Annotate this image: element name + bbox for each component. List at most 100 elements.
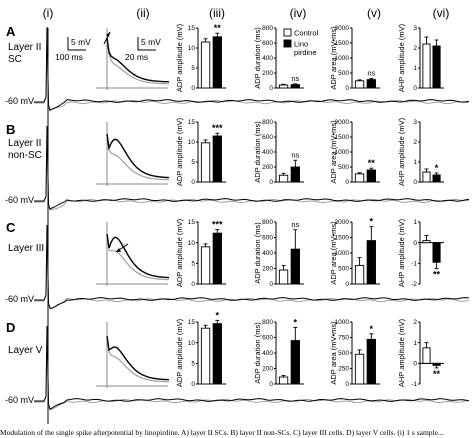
drug-trace-zoom [106, 133, 170, 179]
significance-marker: * [216, 310, 220, 320]
y-tick-label: 200 [262, 164, 273, 171]
control-trace-zoom [106, 37, 169, 85]
drug-trace-zoom [106, 335, 170, 381]
bar [366, 240, 376, 285]
baseline-label: -60 mV [5, 96, 34, 106]
significance-marker: ns [291, 150, 299, 159]
significance-marker: * [435, 163, 439, 173]
bar [422, 43, 431, 89]
bar [200, 327, 211, 385]
y-tick-label: 10 [188, 139, 196, 146]
scale-voltage-ii: 5 mV [141, 37, 161, 47]
y-tick-label: 400 [262, 250, 273, 257]
y-axis-label: ADP amplitude (mV) [175, 218, 184, 287]
bar-chart: 0 5 10 15 ADP amplitude (mV) *** [175, 218, 226, 288]
y-tick-label: 0 [345, 179, 349, 186]
y-tick-label: 2000 [335, 25, 350, 32]
y-tick-label: 500 [338, 164, 349, 171]
row-label: B [6, 122, 15, 137]
bar [422, 240, 431, 244]
significance-marker: ns [291, 220, 299, 229]
y-tick-label: 400 [262, 350, 273, 357]
significance-marker: * [370, 324, 374, 334]
bar [366, 338, 376, 385]
y-axis-label: ADP duration (ms) [253, 27, 262, 89]
bar-chart: 0 5 10 15 ADP amplitude (mV) *** [175, 117, 226, 186]
bar [278, 84, 289, 89]
y-tick-label: 750 [338, 335, 349, 342]
layer-label: Layer V [8, 345, 43, 356]
y-tick-label: 5 [191, 65, 195, 72]
row-label: D [6, 320, 15, 335]
y-tick-label: 600 [262, 335, 273, 342]
y-tick-label: -1 [411, 381, 417, 388]
y-tick-label: 1000 [335, 55, 350, 62]
y-tick-label: 0 [413, 361, 417, 368]
bar [212, 36, 222, 89]
layer-label: Layer II [8, 138, 41, 149]
bar-chart: 0 5 10 15 ADP amplitude (mV) * [175, 310, 226, 388]
legend-drug-label: Lino [294, 40, 308, 49]
column-headers: (i) (ii) (iii) (iv) (v) (vi) [43, 6, 450, 20]
y-tick-label: 0 [191, 281, 195, 288]
y-tick-label: 15 [188, 319, 196, 326]
drug-trace-long [34, 26, 470, 111]
y-axis-label: AHP amplitude (mV) [397, 117, 406, 186]
bar [212, 135, 222, 183]
y-tick-label: 600 [262, 40, 273, 47]
drug-trace-long [34, 325, 470, 410]
control-trace-long [34, 27, 470, 112]
column-header: (iii) [209, 6, 225, 20]
legend-drug-swatch [283, 39, 292, 48]
y-tick-label: 0 [345, 381, 349, 388]
significance-marker: ** [433, 270, 441, 280]
column-header: (i) [43, 6, 54, 20]
y-tick-label: 5 [191, 361, 195, 368]
y-tick-label: 800 [262, 119, 273, 126]
y-tick-label: 10 [188, 340, 196, 347]
y-tick-label: 200 [262, 70, 273, 77]
y-tick-label: 10 [188, 45, 196, 52]
y-tick-label: 1000 [335, 149, 350, 156]
y-tick-label: 600 [262, 134, 273, 141]
arrow-head [106, 32, 110, 37]
y-tick-label: 15 [188, 119, 196, 126]
y-tick-label: 1500 [335, 40, 350, 47]
drug-trace-zoom [106, 233, 170, 279]
y-tick-label: 2 [413, 319, 417, 326]
bar [200, 41, 211, 89]
bar [290, 166, 300, 183]
bar [366, 79, 376, 89]
y-tick-label: 0 [191, 381, 195, 388]
significance-marker: *** [212, 123, 223, 133]
bar-chart: 0 5 10 15 ADP amplitude (mV) ** [175, 23, 226, 92]
layer-label: non-SC [8, 150, 42, 161]
scale-bar-i [67, 37, 86, 51]
y-tick-label: 0 [345, 85, 349, 92]
y-tick-label: 500 [338, 70, 349, 77]
y-tick-label: 3 [413, 25, 417, 32]
y-tick-label: 200 [262, 266, 273, 273]
significance-marker: ** [368, 158, 376, 168]
column-header: (vi) [433, 6, 450, 20]
y-axis-label: ADP area (mV•ms) [329, 221, 338, 285]
scale-bars: 5 mV 100 ms 5 mV 20 ms [55, 37, 161, 62]
y-tick-label: 2 [413, 139, 417, 146]
y-tick-label: 2000 [335, 219, 350, 226]
scale-time-ii: 20 ms [125, 52, 148, 62]
baseline-label: -60 mV [5, 395, 34, 405]
y-tick-label: 0 [191, 179, 195, 186]
y-tick-label: 0 [413, 240, 417, 247]
bar [290, 340, 300, 385]
y-tick-label: 0 [269, 281, 273, 288]
y-tick-label: 800 [262, 219, 273, 226]
y-tick-label: 2000 [335, 119, 350, 126]
y-tick-label: 600 [262, 235, 273, 242]
y-tick-label: 1500 [335, 134, 350, 141]
control-trace-zoom [106, 233, 170, 281]
